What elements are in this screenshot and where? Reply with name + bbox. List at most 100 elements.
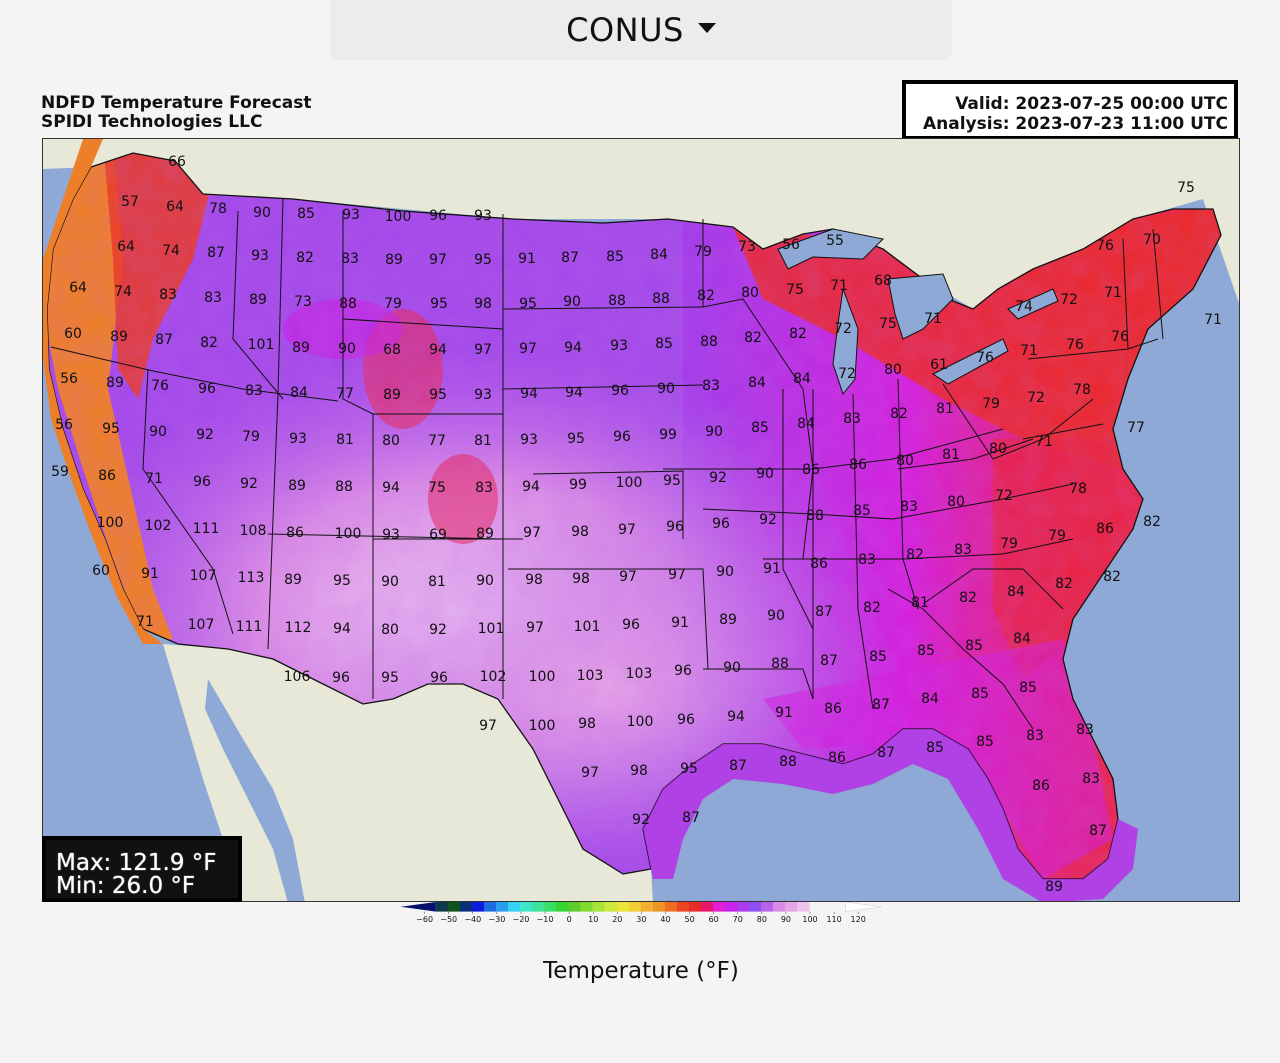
temperature-value: 90	[716, 564, 734, 580]
temperature-value: 87	[561, 250, 579, 266]
temperature-value: 99	[569, 477, 587, 493]
temperature-value: 84	[921, 691, 939, 707]
temperature-value: 96	[622, 617, 640, 633]
temperature-value: 85	[751, 420, 769, 436]
temperature-value: 89	[719, 612, 737, 628]
temperature-value: 81	[474, 433, 492, 449]
temperature-value: 97	[668, 567, 686, 583]
temperature-value: 81	[942, 447, 960, 463]
forecast-figure: NDFD Temperature Forecast SPIDI Technolo…	[30, 80, 1252, 1000]
canada-land	[43, 139, 1239, 309]
colorbar-cell	[749, 902, 762, 912]
colorbar-cell	[435, 902, 449, 912]
figure-title: NDFD Temperature Forecast	[41, 93, 312, 113]
colorbar-high-arrow	[845, 902, 882, 912]
temperature-value: 92	[759, 512, 777, 528]
temperature-value: 87	[155, 332, 173, 348]
colorbar-tick-label: 40	[660, 915, 670, 924]
temperature-value: 100	[335, 526, 362, 542]
temperature-value: 83	[341, 251, 359, 267]
temperature-value: 98	[571, 524, 589, 540]
temperature-value: 90	[723, 660, 741, 676]
temperature-value: 89	[385, 252, 403, 268]
temperature-value: 88	[700, 334, 718, 350]
temperature-value: 87	[207, 245, 225, 261]
temperature-value: 71	[1020, 343, 1038, 359]
colorbar-tick-label: −30	[488, 915, 505, 924]
temperature-value: 83	[245, 383, 263, 399]
temperature-value: 83	[702, 378, 720, 394]
temperature-value: 82	[296, 250, 314, 266]
temperature-value: 80	[947, 494, 965, 510]
gulf-of-california	[205, 679, 305, 901]
temperature-value: 87	[815, 604, 833, 620]
temperature-value: 86	[98, 468, 116, 484]
colorbar-cell	[676, 902, 689, 912]
lake-ontario	[1007, 288, 1059, 320]
colorbar-cell	[736, 902, 750, 912]
temperature-values: 66 57 64 78 90 85 93 100 96 93 64 74 87 93 82 83 89 97 95 9…	[51, 154, 1222, 895]
temperature-value: 87	[729, 758, 747, 774]
temperature-value: 85	[976, 734, 994, 750]
temperature-value: 90	[563, 294, 581, 310]
lake-michigan	[832, 288, 859, 396]
temperature-value: 85	[971, 686, 989, 702]
colorbar-tick-label: −20	[513, 915, 530, 924]
colorbar-cell	[773, 902, 786, 912]
temperature-value: 88	[335, 479, 353, 495]
temperature-value: 72	[1027, 390, 1045, 406]
temperature-value: 90	[338, 341, 356, 357]
temperature-value: 91	[671, 615, 689, 631]
temperature-value: 75	[428, 480, 446, 496]
temperature-value: 83	[858, 552, 876, 568]
temperature-value: 93	[610, 338, 628, 354]
temperature-value: 82	[890, 406, 908, 422]
temperature-value: 86	[286, 525, 304, 541]
temperature-value: 95	[381, 670, 399, 686]
colorbar-cell	[556, 902, 569, 912]
temperature-value: 56	[782, 237, 800, 253]
temperature-value: 90	[767, 608, 785, 624]
temperature-value: 85	[965, 638, 983, 654]
temperature-value: 75	[786, 282, 804, 298]
colorbar-cell	[640, 902, 653, 912]
temperature-value: 91	[763, 561, 781, 577]
lake-erie	[932, 338, 1009, 385]
colorbar-tick-label: −60	[416, 915, 433, 924]
colorbar-cell	[568, 902, 581, 912]
temperature-value: 94	[564, 340, 582, 356]
temperature-value: 57	[121, 194, 139, 210]
region-dropdown[interactable]: CONUS	[330, 0, 952, 60]
temperature-value: 88	[806, 508, 824, 524]
temperature-value: 84	[650, 247, 668, 263]
temperature-value: 77	[336, 386, 354, 402]
colorbar-cell	[471, 902, 485, 912]
temperature-value: 82	[744, 330, 762, 346]
temperature-value: 96	[429, 208, 447, 224]
colorbar-cell	[700, 902, 714, 912]
temperature-value: 79	[242, 429, 260, 445]
temperature-value: 93	[474, 387, 492, 403]
temperature-value: 96	[198, 381, 216, 397]
temperature-value: 84	[797, 416, 815, 432]
temperature-value: 90	[756, 466, 774, 482]
temperature-value: 84	[748, 375, 766, 391]
temperature-value: 88	[652, 291, 670, 307]
temperature-value: 97	[618, 522, 636, 538]
max-value: Max: 121.9 °F	[56, 850, 217, 876]
colorbar-tick-label: 10	[588, 915, 598, 924]
min-value: Min: 26.0 °F	[56, 873, 196, 899]
temperature-colorbar: −60 −50 −40 −30 −20 −10 0 10 20 30 40 50 60 70 80 90 100…	[400, 902, 882, 924]
temperature-value: 64	[69, 280, 87, 296]
temperature-value: 71	[136, 614, 154, 630]
temperature-value: 89	[110, 329, 128, 345]
temperature-value: 83	[954, 542, 972, 558]
analysis-time: Analysis: 2023-07-23 11:00 UTC	[923, 114, 1228, 134]
temperature-value: 96	[613, 429, 631, 445]
temperature-value: 82	[1143, 514, 1161, 530]
temperature-value: 87	[682, 810, 700, 826]
temperature-value: 83	[1026, 728, 1044, 744]
temperature-value: 86	[1096, 521, 1114, 537]
temperature-value: 93	[474, 208, 492, 224]
colorbar-low-arrow	[400, 902, 436, 912]
